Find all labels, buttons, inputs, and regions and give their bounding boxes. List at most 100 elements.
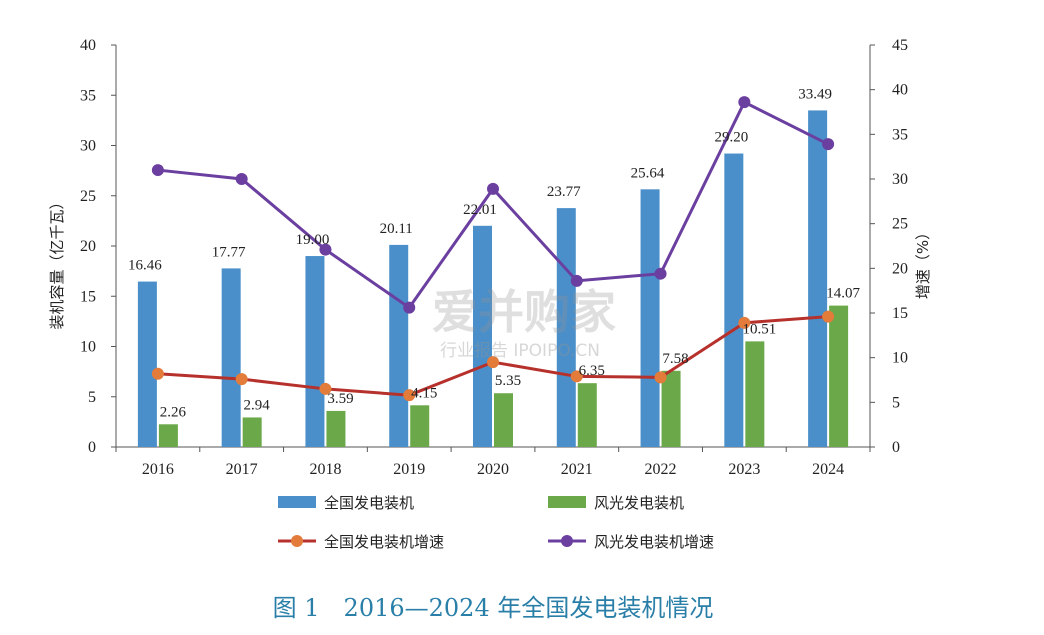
y-right-tick-label: 20: [892, 260, 908, 277]
y-left-tick-label: 15: [80, 288, 96, 305]
x-tick-label: 2024: [812, 461, 844, 478]
legend-label-2: 全国发电装机增速: [324, 533, 444, 551]
bar-total: [473, 225, 492, 447]
y-right-tick-label: 45: [892, 37, 908, 54]
y-right-tick-label: 40: [892, 82, 908, 99]
y-right-tick-label: 10: [892, 350, 908, 367]
point-growth-total: [738, 316, 751, 329]
data-label-wind-solar: 6.35: [579, 363, 605, 379]
data-label-wind-solar: 2.26: [160, 404, 187, 420]
bar-total: [808, 110, 828, 447]
data-label-total: 20.11: [380, 221, 413, 237]
bar-total: [389, 244, 409, 447]
point-growth-total: [319, 382, 332, 395]
watermark-sub: 行业报告 IPOIPO.CN: [440, 341, 600, 361]
legend-label-0: 全国发电装机: [324, 494, 414, 512]
point-growth-total: [654, 371, 667, 384]
bar-wind-solar: [158, 424, 178, 447]
data-label-wind-solar: 14.07: [826, 286, 860, 302]
data-label-total: 23.77: [547, 184, 581, 200]
y-axis-right-title: 增速（%）: [914, 225, 932, 299]
legend-label-1: 风光发电装机: [594, 494, 684, 512]
bar-wind-solar: [242, 417, 262, 447]
data-label-wind-solar: 4.15: [411, 385, 437, 401]
bar-wind-solar: [326, 410, 346, 447]
y-left-tick-label: 10: [80, 339, 96, 356]
data-label-wind-solar: 5.35: [495, 373, 521, 389]
data-label-total: 17.77: [212, 244, 246, 260]
x-tick-label: 2023: [728, 461, 760, 478]
data-label-wind-solar: 3.59: [327, 391, 353, 407]
data-label-wind-solar: 7.58: [662, 351, 688, 367]
legend-marker-2: [291, 535, 303, 547]
point-growth-wind-solar: [151, 164, 164, 177]
lines: [151, 96, 835, 402]
point-growth-total: [487, 356, 499, 369]
data-label-total: 19.00: [296, 232, 330, 248]
y-left-tick-label: 40: [80, 37, 96, 54]
point-growth-total: [151, 367, 164, 380]
point-growth-total: [822, 310, 835, 323]
y-left-tick-label: 25: [80, 188, 96, 205]
watermark-main: 爱并购家: [432, 285, 616, 339]
point-growth-wind-solar: [319, 243, 332, 256]
point-growth-total: [570, 370, 583, 383]
data-label-total: 33.49: [798, 86, 832, 102]
y-right-tick-label: 0: [892, 439, 900, 456]
point-growth-wind-solar: [570, 274, 583, 287]
bar-wind-solar: [745, 341, 765, 447]
legend-label-3: 风光发电装机增速: [594, 533, 714, 551]
legend-marker-3: [561, 535, 573, 547]
bar-wind-solar: [661, 370, 681, 447]
y-left-tick-label: 0: [88, 439, 96, 456]
x-tick-label: 2021: [561, 461, 593, 478]
bar-wind-solar: [494, 393, 513, 447]
x-tick-label: 2017: [226, 461, 258, 478]
y-left-tick-label: 5: [88, 389, 96, 406]
point-growth-total: [235, 373, 248, 386]
x-tick-label: 2016: [142, 461, 174, 478]
bar-total: [640, 189, 660, 447]
bar-wind-solar: [577, 383, 597, 447]
bar-wind-solar: [829, 305, 849, 447]
point-growth-wind-solar: [654, 267, 667, 280]
y-right-tick-label: 35: [892, 126, 908, 143]
data-label-total: 29.20: [714, 130, 748, 146]
y-axis-left-title: 装机容量（亿千瓦）: [48, 194, 66, 329]
axes: 0 5 10 15 20 25 30 35 40 0 5 10 15 20 25 30 35 40 45 2016 20…: [80, 37, 908, 478]
bar-total: [221, 268, 241, 447]
x-tick-label: 2020: [477, 461, 509, 478]
data-label-total: 16.46: [128, 258, 162, 274]
y-right-tick-label: 5: [892, 394, 900, 411]
y-left-tick-label: 20: [80, 238, 96, 255]
point-growth-wind-solar: [822, 138, 835, 151]
point-growth-total: [403, 389, 416, 402]
y-left-tick-label: 35: [80, 87, 96, 104]
watermark: 爱并购家 行业报告 IPOIPO.CN: [432, 285, 616, 361]
bar-total: [137, 281, 157, 447]
data-label-wind-solar: 10.51: [742, 321, 776, 337]
legend-swatch-0: [278, 496, 316, 508]
x-tick-label: 2022: [645, 461, 677, 478]
point-growth-wind-solar: [403, 301, 416, 314]
point-growth-wind-solar: [738, 96, 751, 109]
point-growth-wind-solar: [235, 173, 248, 185]
x-tick-label: 2018: [309, 461, 341, 478]
bar-total: [724, 153, 744, 448]
y-right-tick-label: 25: [892, 216, 908, 233]
data-labels: 16.46 17.77 19.00 20.11 22.01 23.77 25.64 29.20…: [128, 86, 860, 420]
data-label-total: 25.64: [631, 165, 665, 181]
y-right-tick-label: 30: [892, 171, 908, 188]
legend-swatch-1: [548, 496, 586, 508]
y-right-tick-label: 15: [892, 305, 908, 322]
bar-wind-solar: [410, 405, 430, 447]
data-label-total: 22.01: [463, 202, 497, 218]
bar-total: [556, 208, 576, 447]
figure-caption: 图 1 2016—2024 年全国发电装机情况: [272, 594, 714, 622]
bars: [137, 110, 849, 448]
y-left-tick-label: 30: [80, 138, 96, 155]
data-label-wind-solar: 2.94: [244, 397, 271, 413]
x-tick-label: 2019: [393, 461, 425, 478]
